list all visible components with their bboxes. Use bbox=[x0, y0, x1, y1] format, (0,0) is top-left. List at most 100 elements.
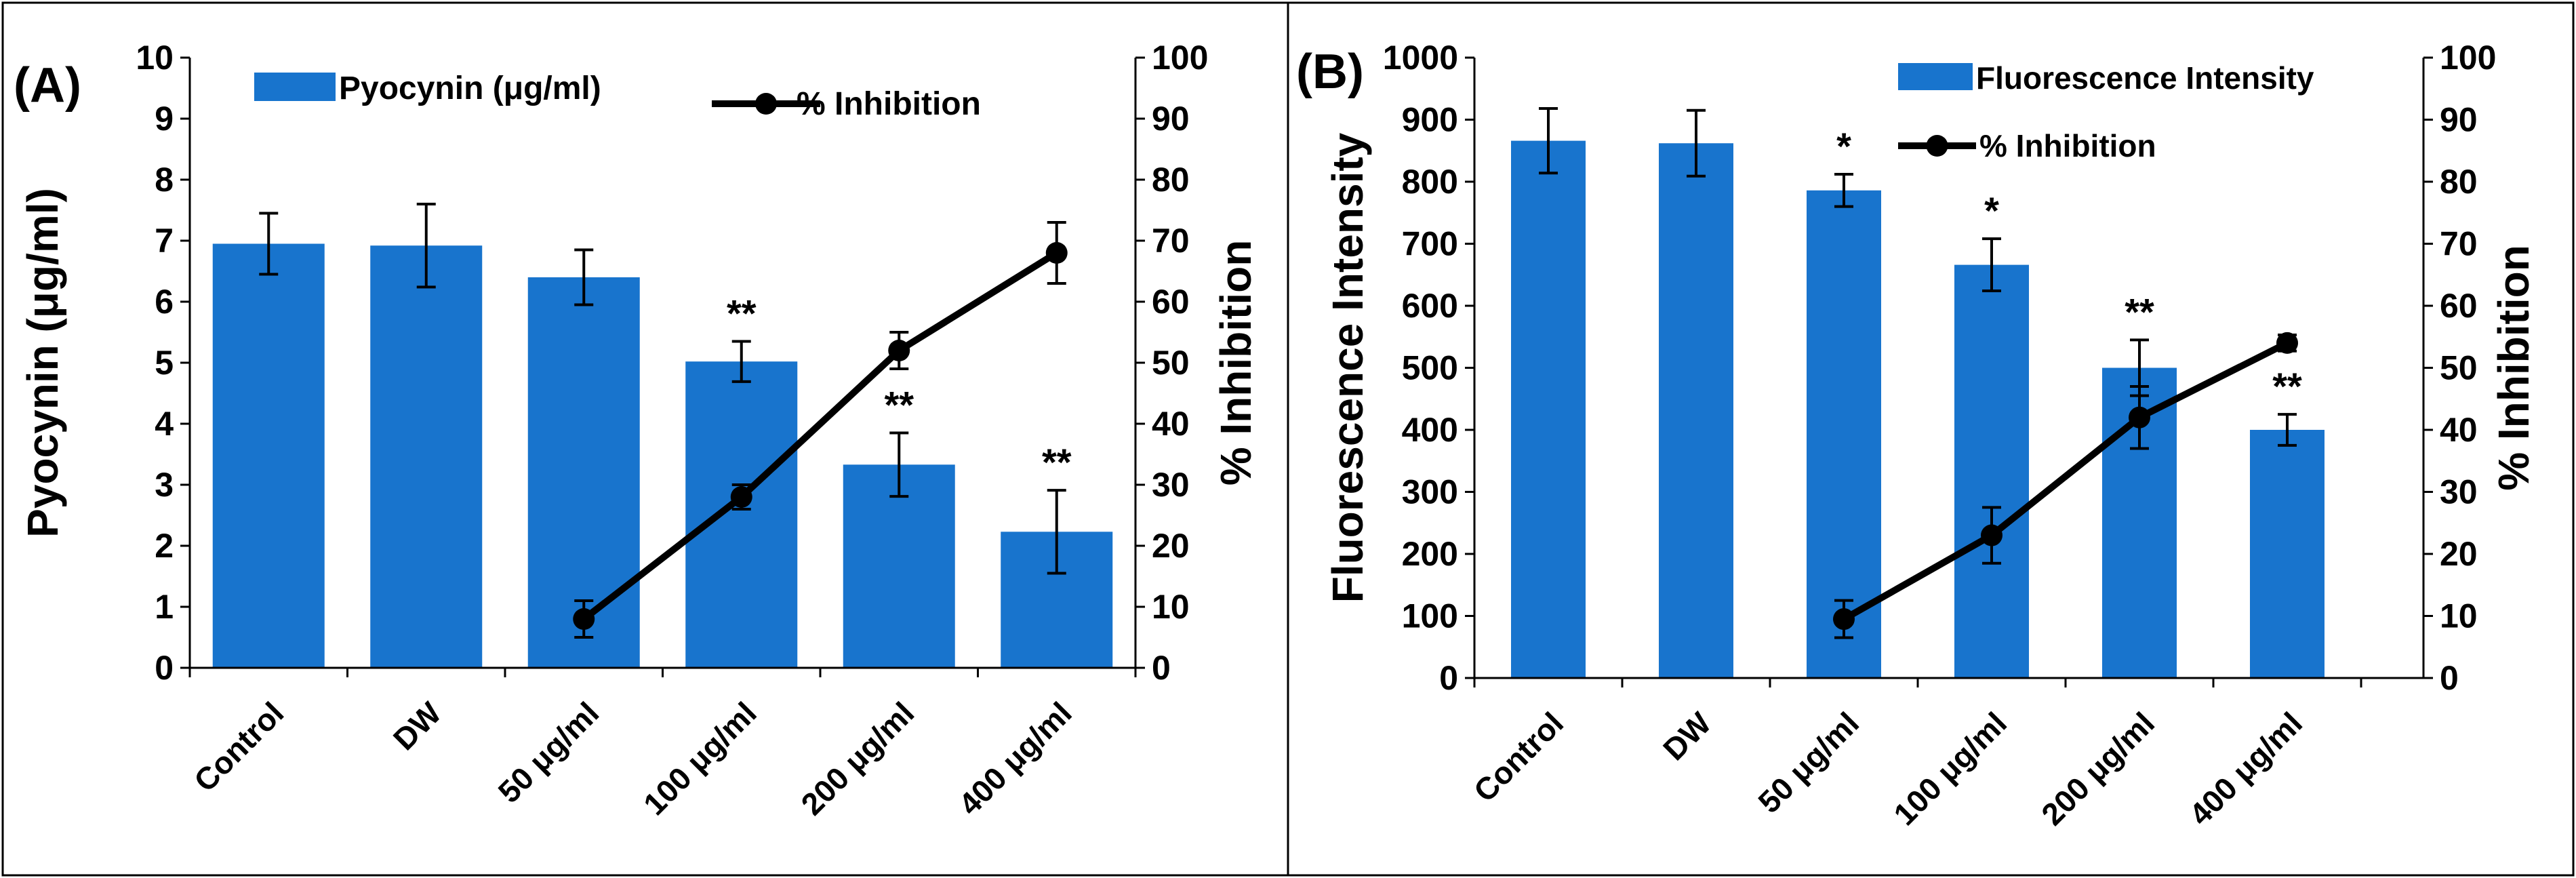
left-tick-label: 700 bbox=[1402, 225, 1458, 263]
left-tick-label: 300 bbox=[1402, 473, 1458, 511]
panel-b-frame bbox=[1287, 1, 2575, 877]
left-tick-label: 200 bbox=[1402, 535, 1458, 573]
significance-mark: ** bbox=[2125, 290, 2154, 333]
x-category-label: 50 μg/ml bbox=[491, 695, 606, 810]
left-tick-label: 5 bbox=[155, 344, 174, 382]
left-tick-label: 8 bbox=[155, 161, 174, 199]
left-tick-label: 1000 bbox=[1383, 39, 1458, 77]
x-category-label: Control bbox=[1467, 705, 1570, 808]
bar bbox=[685, 361, 798, 668]
left-tick-label: 900 bbox=[1402, 101, 1458, 139]
left-tick-label: 1 bbox=[155, 588, 174, 626]
left-tick-label: 2 bbox=[155, 527, 174, 565]
bar bbox=[1954, 264, 2029, 678]
left-tick-label: 3 bbox=[155, 466, 174, 504]
right-tick-label: 60 bbox=[1152, 283, 1190, 321]
right-tick-label: 90 bbox=[1152, 100, 1190, 138]
inhibition-point bbox=[573, 608, 595, 630]
right-tick-label: 20 bbox=[1152, 527, 1190, 565]
panel-a: (A)******0123456789100102030405060708090… bbox=[14, 39, 1260, 822]
right-tick-label: 70 bbox=[2440, 225, 2478, 263]
significance-mark: ** bbox=[727, 292, 757, 335]
right-tick-label: 50 bbox=[2440, 349, 2478, 387]
inhibition-point bbox=[1045, 242, 1068, 264]
inhibition-line bbox=[1842, 340, 2289, 622]
x-category-label: 100 μg/ml bbox=[1887, 705, 2013, 832]
inhibition-line bbox=[582, 250, 1059, 622]
bar bbox=[370, 245, 483, 668]
right-tick-label: 50 bbox=[1152, 344, 1190, 382]
panel-b: (B)******0100200300400500600700800900100… bbox=[1296, 39, 2538, 832]
x-category-label: 50 μg/ml bbox=[1751, 705, 1866, 820]
left-tick-label: 10 bbox=[136, 39, 174, 77]
right-tick-label: 90 bbox=[2440, 101, 2478, 139]
bar bbox=[843, 464, 955, 668]
right-tick-label: 40 bbox=[1152, 405, 1190, 443]
panel-a-frame bbox=[1, 1, 1289, 877]
inhibition-point bbox=[2276, 332, 2298, 354]
legend-line-label: % Inhibition bbox=[1979, 128, 2156, 163]
panel-label: (A) bbox=[14, 58, 81, 113]
legend-bar-label: Pyocynin (μg/ml) bbox=[339, 71, 601, 106]
left-tick-label: 800 bbox=[1402, 163, 1458, 201]
right-tick-label: 10 bbox=[2440, 597, 2478, 635]
x-category-label: DW bbox=[1656, 705, 1718, 767]
left-tick-label: 4 bbox=[155, 405, 174, 443]
right-tick-label: 10 bbox=[1152, 588, 1190, 626]
panel-label: (B) bbox=[1296, 45, 1364, 99]
legend-bar-swatch bbox=[1898, 63, 1973, 90]
right-tick-label: 20 bbox=[2440, 535, 2478, 573]
significance-mark: * bbox=[1836, 125, 1851, 167]
x-category-label: Control bbox=[187, 695, 290, 798]
right-tick-label: 80 bbox=[2440, 163, 2478, 201]
left-tick-label: 0 bbox=[155, 649, 174, 687]
right-tick-label: 0 bbox=[2440, 659, 2459, 697]
left-tick-label: 100 bbox=[1402, 597, 1458, 635]
left-tick-label: 9 bbox=[155, 100, 174, 138]
legend-line-marker bbox=[1926, 135, 1948, 157]
left-tick-label: 7 bbox=[155, 222, 174, 260]
x-category-label: 400 μg/ml bbox=[952, 695, 1079, 822]
bar bbox=[1807, 190, 1881, 678]
x-category-label: 200 μg/ml bbox=[794, 695, 921, 822]
significance-mark: ** bbox=[1042, 441, 1072, 483]
y2-axis-title: % Inhibition bbox=[2489, 245, 2538, 491]
y-axis-title: Pyocynin (μg/ml) bbox=[18, 188, 67, 538]
legend-line-label: % Inhibition bbox=[797, 86, 981, 122]
right-tick-label: 30 bbox=[2440, 473, 2478, 511]
bar bbox=[2250, 430, 2325, 678]
left-tick-label: 0 bbox=[1439, 659, 1458, 697]
bar bbox=[212, 243, 325, 668]
right-tick-label: 100 bbox=[2440, 39, 2496, 77]
legend-line-marker bbox=[755, 93, 777, 115]
significance-mark: ** bbox=[2272, 365, 2302, 407]
right-tick-label: 80 bbox=[1152, 161, 1190, 199]
legend-bar-label: Fluorescence Intensity bbox=[1976, 60, 2314, 96]
left-tick-label: 600 bbox=[1402, 287, 1458, 325]
right-tick-label: 0 bbox=[1152, 649, 1171, 687]
left-tick-label: 400 bbox=[1402, 411, 1458, 449]
legend-bar-swatch bbox=[254, 73, 336, 101]
left-tick-label: 6 bbox=[155, 283, 174, 321]
right-tick-label: 60 bbox=[2440, 287, 2478, 325]
inhibition-point bbox=[888, 340, 910, 361]
x-category-label: 200 μg/ml bbox=[2034, 705, 2161, 832]
x-category-label: 400 μg/ml bbox=[2182, 705, 2309, 832]
right-tick-label: 100 bbox=[1152, 39, 1208, 77]
inhibition-point bbox=[1981, 524, 2003, 546]
right-tick-label: 40 bbox=[2440, 411, 2478, 449]
significance-mark: ** bbox=[884, 384, 914, 426]
left-tick-label: 500 bbox=[1402, 349, 1458, 387]
inhibition-point bbox=[2129, 406, 2150, 428]
bar bbox=[1511, 140, 1586, 679]
inhibition-point bbox=[730, 486, 752, 508]
right-tick-label: 30 bbox=[1152, 466, 1190, 504]
x-category-label: DW bbox=[386, 695, 448, 757]
inhibition-point bbox=[1833, 608, 1855, 631]
right-tick-label: 70 bbox=[1152, 222, 1190, 260]
x-category-label: 100 μg/ml bbox=[637, 695, 763, 822]
y-axis-title: Fluorescence Intensity bbox=[1323, 132, 1372, 603]
significance-mark: * bbox=[1984, 189, 1999, 232]
y2-axis-title: % Inhibition bbox=[1211, 240, 1260, 486]
bar bbox=[1659, 143, 1733, 678]
